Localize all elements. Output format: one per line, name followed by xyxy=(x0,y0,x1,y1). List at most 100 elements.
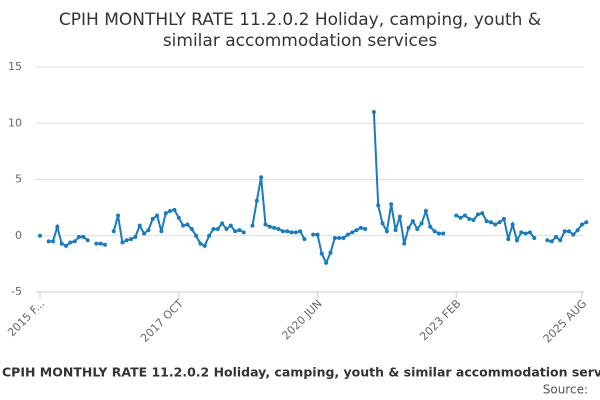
point xyxy=(324,260,329,265)
point xyxy=(233,229,238,234)
point xyxy=(384,229,389,234)
caption: CPIH MONTHLY RATE 11.2.0.2 Holiday, camp… xyxy=(2,365,600,380)
point xyxy=(454,213,459,218)
point xyxy=(64,243,69,248)
point xyxy=(159,229,164,234)
point xyxy=(137,223,142,228)
point xyxy=(328,250,333,255)
point xyxy=(59,241,64,246)
y-tick-label: -5 xyxy=(11,285,22,298)
point xyxy=(441,231,446,236)
point xyxy=(436,231,441,236)
point xyxy=(584,220,589,225)
point xyxy=(510,222,515,227)
point xyxy=(120,240,125,245)
point xyxy=(402,241,407,246)
chart-title: CPIH MONTHLY RATE 11.2.0.2 Holiday, camp… xyxy=(59,10,541,30)
point xyxy=(85,238,90,243)
point xyxy=(194,233,199,238)
point xyxy=(337,236,342,240)
point xyxy=(55,224,60,229)
x-tick-label: 2020 JUN xyxy=(279,297,324,342)
point xyxy=(129,237,134,242)
x-tick-label: 2017 OCT xyxy=(138,297,186,345)
point xyxy=(51,239,56,244)
point xyxy=(493,222,498,227)
point xyxy=(419,221,424,226)
point xyxy=(315,232,320,237)
point xyxy=(488,220,493,225)
point xyxy=(237,228,242,233)
point xyxy=(350,230,355,235)
point xyxy=(497,220,502,225)
point xyxy=(81,234,86,239)
point xyxy=(410,219,415,224)
point xyxy=(116,213,121,218)
point xyxy=(94,241,99,246)
point xyxy=(163,211,168,216)
point xyxy=(423,209,428,213)
point xyxy=(228,223,233,228)
point xyxy=(142,231,147,236)
point xyxy=(293,230,298,235)
y-tick-label: 10 xyxy=(8,116,22,129)
point xyxy=(562,229,567,234)
point xyxy=(354,228,359,233)
point xyxy=(506,237,511,242)
point xyxy=(207,233,212,238)
point xyxy=(580,222,584,227)
point xyxy=(103,242,108,247)
point xyxy=(276,227,281,231)
y-tick-label: 0 xyxy=(15,229,22,242)
point xyxy=(98,241,103,246)
point xyxy=(111,229,116,234)
point xyxy=(558,238,563,243)
point xyxy=(467,216,472,221)
point xyxy=(514,238,519,243)
point xyxy=(68,240,73,245)
point xyxy=(254,198,259,203)
point xyxy=(259,175,264,180)
point xyxy=(72,239,77,244)
point xyxy=(181,223,186,228)
point xyxy=(332,236,337,240)
point xyxy=(575,228,580,233)
point xyxy=(150,216,155,221)
point xyxy=(415,227,420,231)
point xyxy=(224,227,229,231)
point xyxy=(168,209,173,213)
point xyxy=(319,251,324,256)
point xyxy=(215,227,220,231)
point xyxy=(519,230,524,235)
point xyxy=(397,214,402,219)
point xyxy=(432,229,437,234)
y-tick-label: 5 xyxy=(15,173,22,186)
point xyxy=(523,231,528,236)
point xyxy=(376,203,381,208)
point xyxy=(267,224,272,229)
point xyxy=(155,213,160,218)
point xyxy=(389,202,394,207)
point xyxy=(298,229,303,234)
point xyxy=(480,211,485,216)
point xyxy=(272,225,277,230)
point xyxy=(527,230,532,235)
point xyxy=(280,229,285,234)
point xyxy=(380,221,385,226)
chart-title: similar accommodation services xyxy=(163,31,438,51)
point xyxy=(532,236,537,240)
point xyxy=(484,219,489,224)
y-tick-label: 15 xyxy=(8,60,22,73)
point xyxy=(241,230,246,235)
point xyxy=(462,213,467,218)
point xyxy=(285,229,290,234)
point xyxy=(458,215,463,220)
point xyxy=(371,110,376,114)
point xyxy=(311,232,316,237)
point xyxy=(475,212,480,217)
point xyxy=(46,239,51,244)
point xyxy=(38,233,42,238)
source: Source: xyxy=(543,383,588,397)
x-tick-label: 2025 AUG xyxy=(541,297,590,346)
